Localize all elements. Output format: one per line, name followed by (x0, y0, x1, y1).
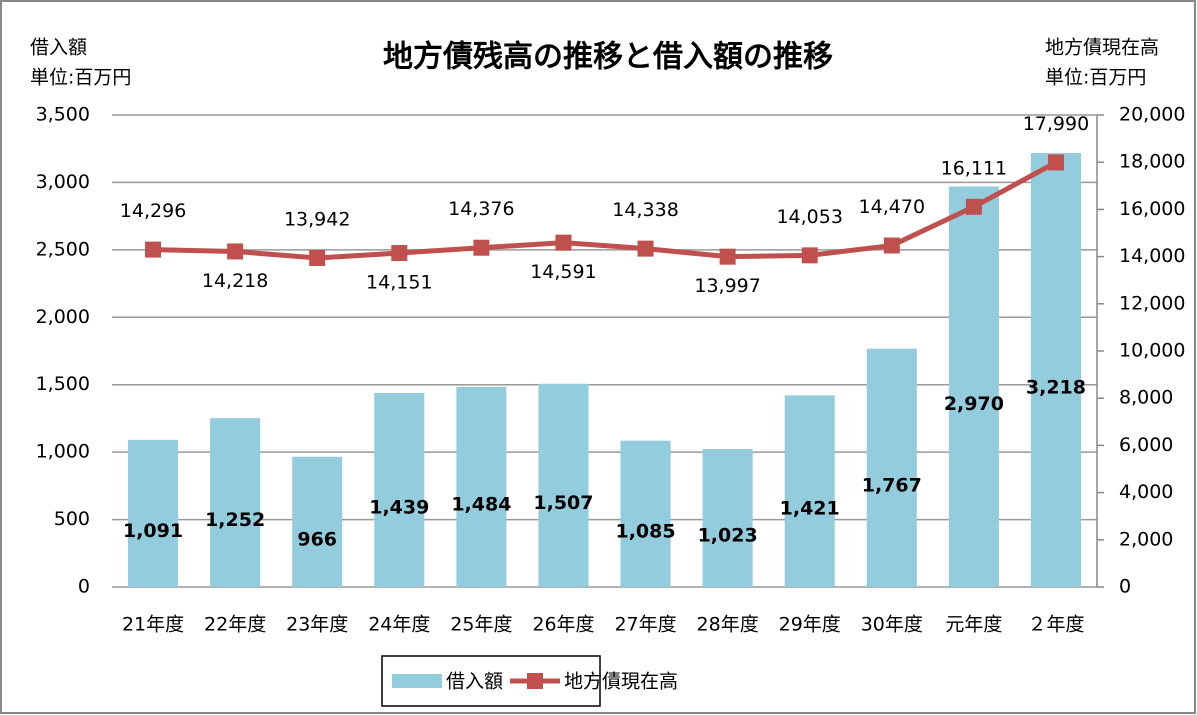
y2-tick-label: 20,000 (1119, 104, 1185, 126)
x-tick-label: 21年度 (122, 614, 184, 636)
y2-tick-label: 8,000 (1119, 387, 1173, 409)
y-axis-unit: 単位:百万円 (30, 67, 131, 89)
line (152, 160, 1058, 261)
bar-value-label: 966 (297, 528, 337, 550)
line-value-label: 14,470 (859, 196, 925, 218)
bar (784, 395, 835, 587)
bar (128, 439, 179, 587)
line-value-label: 14,376 (448, 198, 514, 220)
chart-title: 地方債残高の推移と借入額の推移 (383, 40, 833, 75)
line-marker (391, 245, 408, 262)
legend-marker (527, 673, 543, 689)
line-marker (309, 249, 326, 266)
line-marker (145, 241, 162, 258)
y-axis-label: 借入額 (30, 37, 87, 59)
y-tick-label: 2,000 (36, 306, 90, 328)
line-marker (883, 237, 900, 254)
x-tick-label: 24年度 (368, 614, 430, 636)
y2-tick-label: 6,000 (1119, 434, 1173, 456)
y2-axis-unit: 単位:百万円 (1045, 67, 1146, 89)
legend-label: 地方債現在高 (564, 671, 678, 693)
line-value-label: 14,591 (530, 261, 596, 283)
x-tick-label: 元年度 (945, 614, 1002, 636)
y2-tick-label: 4,000 (1119, 481, 1173, 503)
y2-axis-label: 地方債現在高 (1045, 37, 1159, 59)
bar-value-label: 1,484 (451, 493, 511, 515)
bar (702, 449, 753, 587)
x-tick-label: 27年度 (614, 614, 676, 636)
y-tick-label: 0 (78, 576, 90, 598)
bar (620, 440, 671, 587)
line-value-label: 13,942 (284, 208, 350, 230)
bar (456, 386, 507, 587)
line-value-label: 14,338 (612, 199, 678, 221)
line-marker (473, 239, 490, 256)
line-marker (1047, 154, 1064, 171)
y2-tick-label: 14,000 (1119, 245, 1185, 267)
line-value-label: 14,151 (366, 272, 432, 294)
y2-tick-label: 16,000 (1119, 198, 1185, 220)
legend-label: 借入額 (446, 671, 503, 693)
y2-tick-label: 0 (1119, 576, 1131, 598)
y-tick-label: 500 (54, 508, 90, 530)
y2-tick-label: 10,000 (1119, 340, 1185, 362)
bar (374, 392, 425, 587)
line-value-label: 14,053 (776, 206, 842, 228)
bar (948, 186, 999, 587)
line-marker (227, 243, 244, 260)
x-tick-label: 30年度 (861, 614, 923, 636)
legend-swatch (392, 674, 442, 688)
y-tick-label: 3,500 (36, 104, 90, 126)
x-tick-label: 25年度 (450, 614, 512, 636)
y-tick-label: 1,500 (36, 373, 90, 395)
line-value-label: 16,111 (941, 157, 1007, 179)
bar-value-label: 1,252 (205, 509, 265, 531)
line-marker (637, 240, 654, 257)
line-marker (555, 234, 572, 251)
y-tick-label: 1,000 (36, 441, 90, 463)
bar-value-label: 1,085 (615, 520, 675, 542)
y-tick-label: 3,000 (36, 171, 90, 193)
bar-value-label: 1,023 (698, 525, 758, 547)
bar-value-label: 1,421 (780, 498, 840, 520)
line-value-label: 13,997 (694, 275, 760, 297)
y2-tick-label: 2,000 (1119, 528, 1173, 550)
bar (292, 456, 343, 587)
x-tick-label: 28年度 (697, 614, 759, 636)
bar-value-label: 1,507 (533, 492, 593, 514)
bar-value-label: 1,439 (369, 496, 429, 518)
line-marker (965, 198, 982, 215)
y2-tick-label: 18,000 (1119, 151, 1185, 173)
bar-value-label: 2,970 (944, 393, 1004, 415)
bar (538, 383, 589, 587)
x-tick-label: ２年度 (1027, 614, 1084, 636)
bar (866, 348, 917, 587)
x-tick-label: 29年度 (779, 614, 841, 636)
x-tick-label: 22年度 (204, 614, 266, 636)
line-value-label: 17,990 (1023, 113, 1089, 135)
line-value-label: 14,296 (120, 200, 186, 222)
line-value-label: 14,218 (202, 270, 268, 292)
y-tick-label: 2,500 (36, 238, 90, 260)
line-marker (801, 247, 818, 264)
bar-value-label: 1,091 (123, 520, 183, 542)
x-tick-label: 26年度 (532, 614, 594, 636)
bar-value-label: 3,218 (1026, 377, 1086, 399)
bar (210, 418, 261, 587)
bar (1030, 153, 1081, 587)
x-tick-label: 23年度 (286, 614, 348, 636)
bar-value-label: 1,767 (862, 474, 922, 496)
y2-tick-label: 12,000 (1119, 292, 1185, 314)
line-marker (719, 248, 736, 265)
